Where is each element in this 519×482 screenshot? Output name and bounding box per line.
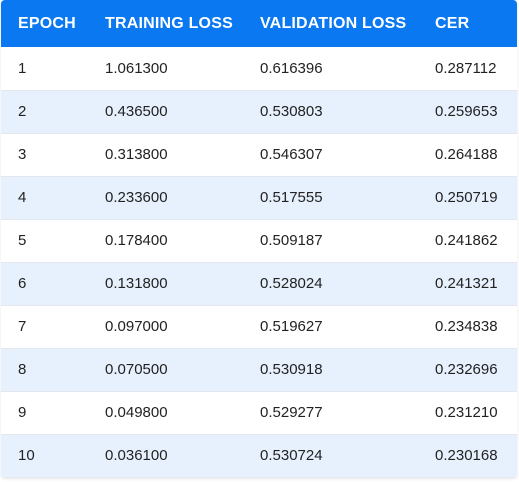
cell-validation-loss: 0.529277 [260, 404, 323, 421]
table-row: 9 0.049800 0.529277 0.231210 [1, 391, 517, 434]
cell-epoch: 2 [18, 103, 27, 120]
cell-training-loss: 0.313800 [105, 146, 168, 163]
cell-training-loss: 0.233600 [105, 189, 168, 206]
cell-validation-loss: 0.528024 [260, 275, 323, 292]
table-row: 4 0.233600 0.517555 0.250719 [1, 176, 517, 219]
table-body: 1 1.061300 0.616396 0.287112 2 0.436500 0.5308… [1, 47, 517, 477]
column-header-epoch[interactable]: EPOCH [18, 14, 76, 32]
cell-cer: 0.230168 [435, 447, 498, 464]
table-row: 10 0.036100 0.530724 0.230168 [1, 434, 517, 477]
cell-epoch: 3 [18, 146, 27, 163]
cell-epoch: 10 [18, 447, 35, 464]
cell-validation-loss: 0.517555 [260, 189, 323, 206]
cell-epoch: 5 [18, 232, 27, 249]
cell-cer: 0.259653 [435, 103, 498, 120]
cell-validation-loss: 0.530724 [260, 447, 323, 464]
cell-epoch: 6 [18, 275, 27, 292]
cell-epoch: 9 [18, 404, 27, 421]
cell-cer: 0.232696 [435, 361, 498, 378]
table-row: 7 0.097000 0.519627 0.234838 [1, 305, 517, 348]
cell-training-loss: 0.178400 [105, 232, 168, 249]
cell-validation-loss: 0.546307 [260, 146, 323, 163]
table-row: 5 0.178400 0.509187 0.241862 [1, 219, 517, 262]
cell-epoch: 8 [18, 361, 27, 378]
cell-validation-loss: 0.530803 [260, 103, 323, 120]
table-row: 3 0.313800 0.546307 0.264188 [1, 133, 517, 176]
cell-validation-loss: 0.509187 [260, 232, 323, 249]
cell-cer: 0.264188 [435, 146, 498, 163]
cell-epoch: 4 [18, 189, 27, 206]
column-header-validation-loss[interactable]: VALIDATION LOSS [260, 14, 407, 32]
cell-training-loss: 1.061300 [105, 59, 168, 77]
cell-cer: 0.250719 [435, 189, 498, 206]
cell-training-loss: 0.036100 [105, 447, 168, 464]
cell-cer: 0.231210 [435, 404, 498, 421]
table-row: 2 0.436500 0.530803 0.259653 [1, 90, 517, 133]
table-header: EPOCH TRAINING LOSS VALIDATION LOSS CER [1, 0, 517, 47]
cell-training-loss: 0.097000 [105, 318, 168, 335]
cell-cer: 0.287112 [435, 59, 497, 77]
cell-epoch: 1 [18, 59, 27, 77]
cell-training-loss: 0.070500 [105, 361, 168, 378]
cell-training-loss: 0.436500 [105, 103, 168, 120]
column-header-training-loss[interactable]: TRAINING LOSS [105, 14, 233, 32]
cell-validation-loss: 0.519627 [260, 318, 323, 335]
cell-cer: 0.234838 [435, 318, 498, 335]
column-header-cer[interactable]: CER [435, 14, 470, 32]
table-row: 1 1.061300 0.616396 0.287112 [1, 47, 517, 90]
header-row: EPOCH TRAINING LOSS VALIDATION LOSS CER [1, 0, 517, 47]
table-row: 8 0.070500 0.530918 0.232696 [1, 348, 517, 391]
table-row: 6 0.131800 0.528024 0.241321 [1, 262, 517, 305]
cell-training-loss: 0.049800 [105, 404, 168, 421]
cell-cer: 0.241321 [435, 275, 498, 292]
cell-validation-loss: 0.616396 [260, 59, 323, 77]
cell-cer: 0.241862 [435, 232, 498, 249]
cell-training-loss: 0.131800 [105, 275, 168, 292]
cell-validation-loss: 0.530918 [260, 361, 323, 378]
cell-epoch: 7 [18, 318, 27, 335]
